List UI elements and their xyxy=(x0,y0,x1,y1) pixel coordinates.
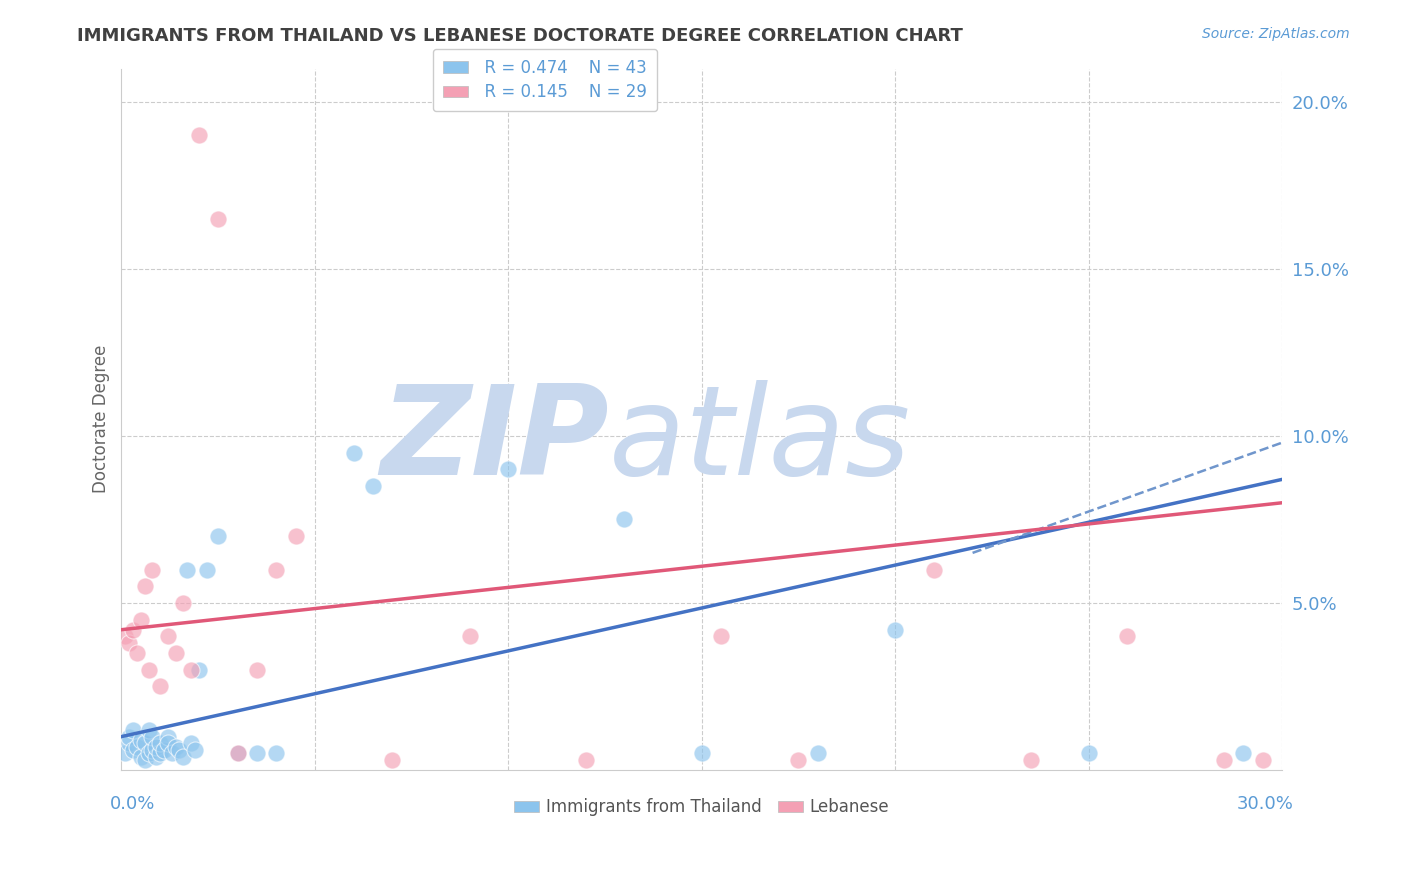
Point xyxy=(172,596,194,610)
Point xyxy=(264,747,287,761)
Point xyxy=(138,747,160,761)
Point xyxy=(381,753,404,767)
Point xyxy=(138,723,160,737)
Point xyxy=(141,730,163,744)
Point xyxy=(180,736,202,750)
Point xyxy=(125,739,148,754)
Point xyxy=(122,743,145,757)
Point xyxy=(284,529,307,543)
Point xyxy=(787,753,810,767)
Point xyxy=(129,733,152,747)
Point xyxy=(180,663,202,677)
Point xyxy=(156,629,179,643)
Point xyxy=(1116,629,1139,643)
Point xyxy=(690,747,713,761)
Point xyxy=(118,730,141,744)
Point xyxy=(207,211,229,226)
Point xyxy=(169,743,191,757)
Point xyxy=(226,747,249,761)
Legend: Immigrants from Thailand, Lebanese: Immigrants from Thailand, Lebanese xyxy=(506,790,898,825)
Text: atlas: atlas xyxy=(609,380,911,500)
Point xyxy=(922,563,945,577)
Y-axis label: Doctorate Degree: Doctorate Degree xyxy=(93,345,110,493)
Point xyxy=(226,747,249,761)
Point xyxy=(1077,747,1099,761)
Point xyxy=(1232,747,1254,761)
Point xyxy=(141,743,163,757)
Point xyxy=(613,512,636,526)
Text: IMMIGRANTS FROM THAILAND VS LEBANESE DOCTORATE DEGREE CORRELATION CHART: IMMIGRANTS FROM THAILAND VS LEBANESE DOC… xyxy=(77,27,963,45)
Point xyxy=(156,736,179,750)
Point xyxy=(458,629,481,643)
Point xyxy=(172,749,194,764)
Point xyxy=(149,747,172,761)
Point xyxy=(141,563,163,577)
Point xyxy=(129,613,152,627)
Point xyxy=(187,128,209,143)
Point xyxy=(125,646,148,660)
Point xyxy=(195,563,218,577)
Point xyxy=(246,663,269,677)
Point xyxy=(498,462,520,476)
Point xyxy=(134,753,156,767)
Point xyxy=(118,636,141,650)
Point xyxy=(342,445,364,459)
Point xyxy=(122,723,145,737)
Point xyxy=(884,623,907,637)
Point xyxy=(134,736,156,750)
Point xyxy=(149,736,172,750)
Text: ZIP: ZIP xyxy=(380,380,609,500)
Point xyxy=(710,629,733,643)
Text: Source: ZipAtlas.com: Source: ZipAtlas.com xyxy=(1202,27,1350,41)
Point xyxy=(153,743,176,757)
Point xyxy=(138,663,160,677)
Point xyxy=(184,743,207,757)
Point xyxy=(1019,753,1042,767)
Point xyxy=(114,629,136,643)
Point xyxy=(176,563,198,577)
Point xyxy=(361,479,384,493)
Point xyxy=(575,753,598,767)
Point xyxy=(165,739,187,754)
Point xyxy=(187,663,209,677)
Point xyxy=(114,747,136,761)
Text: 30.0%: 30.0% xyxy=(1237,795,1294,813)
Point xyxy=(165,646,187,660)
Point xyxy=(160,747,183,761)
Point xyxy=(145,749,167,764)
Point xyxy=(149,680,172,694)
Point xyxy=(129,749,152,764)
Point xyxy=(807,747,830,761)
Point xyxy=(156,730,179,744)
Point xyxy=(134,579,156,593)
Point xyxy=(207,529,229,543)
Point xyxy=(122,623,145,637)
Point xyxy=(1251,753,1274,767)
Point xyxy=(246,747,269,761)
Text: 0.0%: 0.0% xyxy=(110,795,155,813)
Point xyxy=(145,739,167,754)
Point xyxy=(118,736,141,750)
Point xyxy=(1213,753,1236,767)
Point xyxy=(264,563,287,577)
